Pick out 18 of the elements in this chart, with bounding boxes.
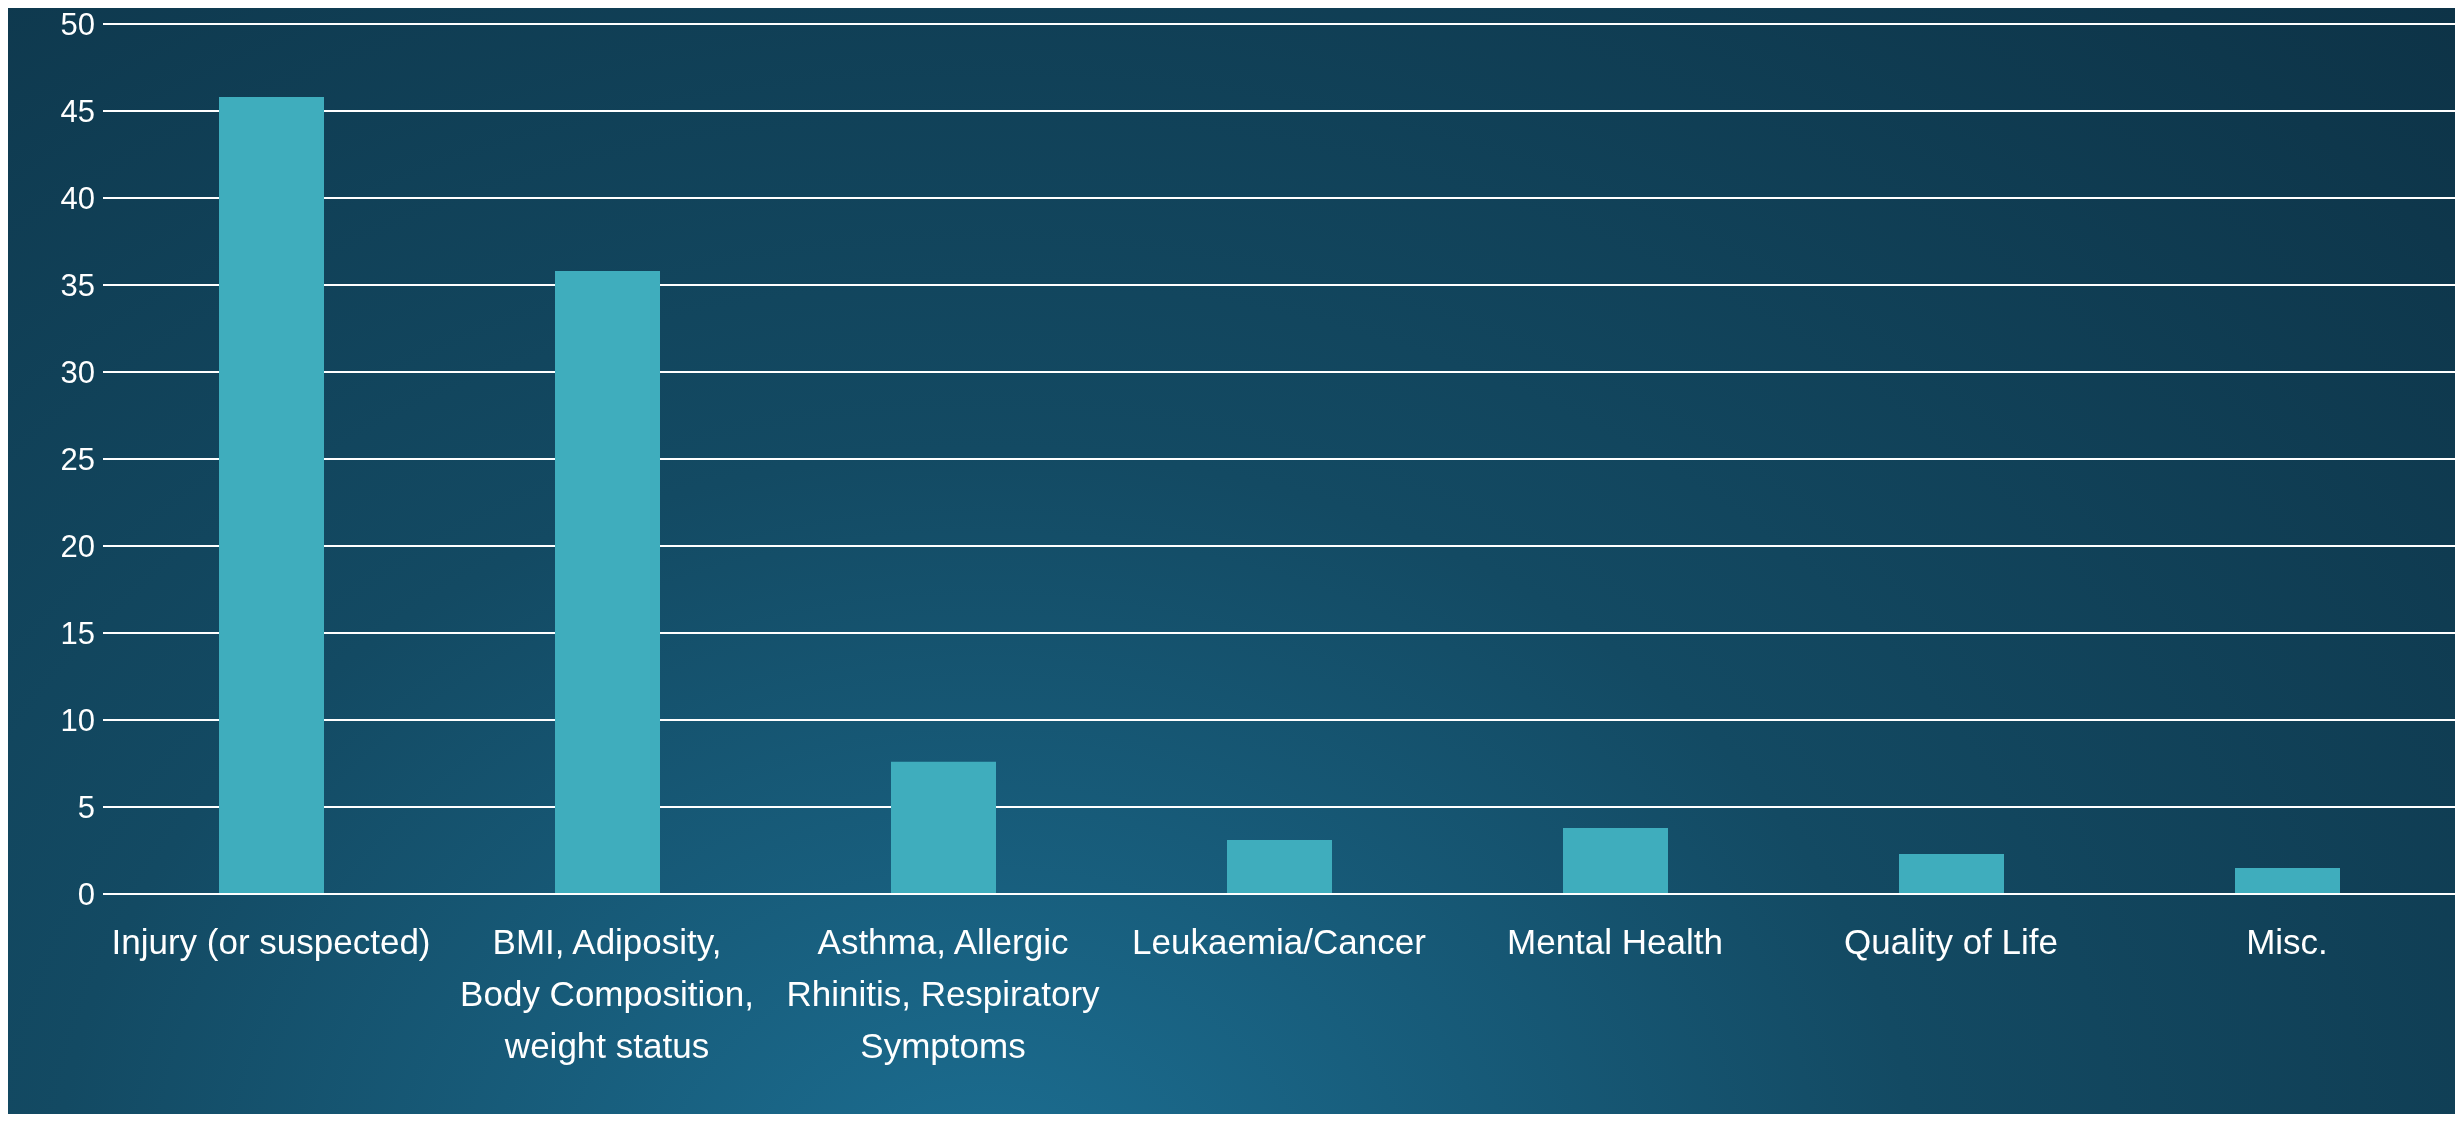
y-tick-label: 10 — [60, 703, 95, 739]
x-tick-label: BMI, Adiposity, Body Composition, weight status — [460, 922, 754, 1065]
y-tick-label: 30 — [60, 355, 95, 391]
y-tick-label: 0 — [77, 877, 95, 913]
x-tick-label: Quality of Life — [1844, 922, 2058, 961]
y-tick-label: 40 — [60, 181, 95, 217]
x-tick-label: Asthma, Allergic Rhinitis, Respiratory Symptoms — [786, 922, 1101, 1065]
y-tick-label: 45 — [60, 94, 95, 130]
y-tick-label: 5 — [77, 790, 95, 826]
x-tick-label: Leukaemia/Cancer — [1132, 922, 1427, 961]
y-tick-label: 15 — [60, 616, 95, 652]
x-tick-label: Misc. — [2246, 922, 2328, 961]
y-tick-label: 50 — [60, 7, 95, 43]
x-tick-label: Injury (or suspected) — [111, 922, 431, 961]
y-tick-label: 35 — [60, 268, 95, 304]
y-tick-label: 25 — [60, 442, 95, 478]
y-tick-label: 20 — [60, 529, 95, 565]
x-tick-label: Mental Health — [1507, 922, 1723, 961]
